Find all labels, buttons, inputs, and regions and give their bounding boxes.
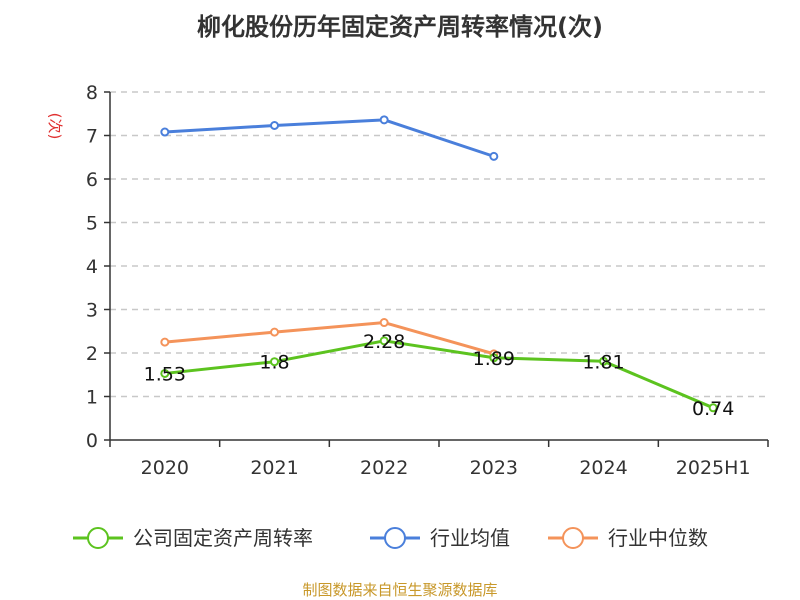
y-tick-label: 0 <box>86 430 98 452</box>
data-point <box>270 120 279 130</box>
y-tick-label: 5 <box>86 213 98 235</box>
legend-marker <box>87 527 109 549</box>
data-label: 1.81 <box>582 351 624 373</box>
x-tick-label: 2023 <box>470 457 518 479</box>
y-tick-label: 4 <box>86 256 98 278</box>
series-line <box>164 118 495 158</box>
y-tick-label: 7 <box>86 126 98 148</box>
axes: 0 1 2 3 4 5 6 7 8 2020 2021 2022 2023 2024 2025H1 <box>86 82 769 479</box>
data-point <box>160 337 170 347</box>
series-1 <box>160 115 499 161</box>
series-lines <box>160 115 718 413</box>
legend-item: 行业中位数 <box>548 526 708 550</box>
legend-item: 行业均值 <box>370 526 510 550</box>
data-point <box>160 127 170 137</box>
series-2 <box>160 318 499 359</box>
y-axis-label: (次) <box>46 113 64 140</box>
x-tick-label: 2025H1 <box>676 457 751 479</box>
series-line <box>164 339 714 410</box>
x-tick-label: 2024 <box>579 457 627 479</box>
y-tick-label: 8 <box>86 82 98 104</box>
data-point <box>160 368 170 378</box>
y-tick-label: 3 <box>86 300 98 322</box>
data-point <box>489 353 499 363</box>
data-label: 2.28 <box>363 331 405 353</box>
data-labels: 1.53 1.8 2.28 1.89 1.81 0.74 <box>144 331 735 420</box>
data-label: 0.74 <box>692 398 734 420</box>
series-line <box>164 321 495 356</box>
data-point <box>270 357 279 367</box>
y-tick-label: 6 <box>86 169 98 191</box>
y-tick-label: 1 <box>86 387 98 409</box>
data-label: 1.53 <box>144 363 186 385</box>
x-tick-label: 2021 <box>250 457 298 479</box>
legend-label: 公司固定资产周转率 <box>133 526 313 550</box>
data-point <box>379 318 389 328</box>
data-point <box>379 115 389 125</box>
data-label: 1.89 <box>473 348 515 370</box>
data-point <box>270 327 279 337</box>
y-tick-label: 2 <box>86 343 98 365</box>
legend-label: 行业中位数 <box>608 526 708 550</box>
data-point <box>489 151 499 161</box>
source-note: 制图数据来自恒生聚源数据库 <box>302 581 497 599</box>
chart-title: 柳化股份历年固定资产周转率情况(次) <box>197 13 603 41</box>
data-label: 1.8 <box>259 352 289 374</box>
data-point <box>599 356 608 366</box>
x-tick-label: 2022 <box>360 457 408 479</box>
legend-label: 行业均值 <box>430 526 510 550</box>
data-point <box>379 336 389 346</box>
legend-marker <box>562 527 584 549</box>
series-0 <box>160 336 718 413</box>
data-point <box>708 403 718 413</box>
legend-item: 公司固定资产周转率 <box>73 526 313 550</box>
legend: 公司固定资产周转率 行业均值 行业中位数 <box>73 526 708 550</box>
x-tick-label: 2020 <box>141 457 189 479</box>
legend-marker <box>384 527 406 549</box>
